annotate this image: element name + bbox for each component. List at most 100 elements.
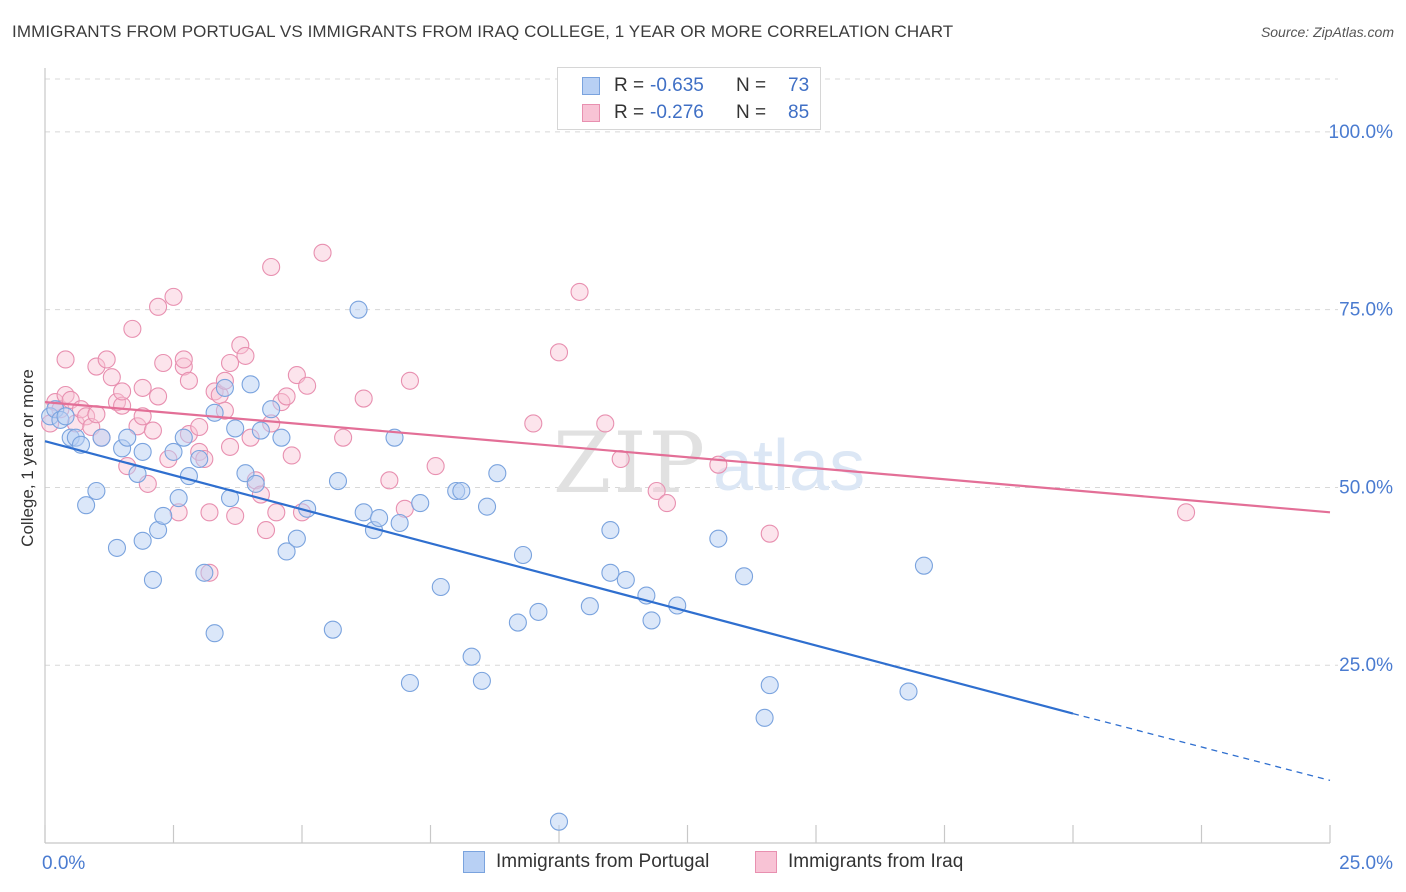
iraq-point	[334, 428, 353, 447]
portugal-point	[914, 556, 933, 575]
portugal-point	[262, 400, 281, 419]
iraq-legend-swatch	[755, 851, 777, 873]
portugal-point	[400, 673, 419, 693]
y-tick-label: 25.0%	[1339, 655, 1393, 676]
series-legend: Immigrants from Portugal Immigrants from…	[0, 851, 1406, 877]
portugal-point	[601, 521, 620, 540]
portugal-trend-line	[44, 440, 1074, 715]
portugal-point	[107, 538, 127, 557]
iraq-point	[596, 414, 615, 433]
portugal-point	[190, 449, 209, 469]
x-tick-label-max: 25.0%	[1339, 853, 1393, 874]
portugal-point	[462, 647, 481, 666]
iraq-point	[313, 243, 332, 262]
portugal-point	[246, 474, 265, 493]
iraq-trend-line	[44, 401, 1331, 514]
portugal-point	[529, 602, 548, 621]
portugal-point	[118, 428, 137, 447]
iraq-n-value: 85	[788, 102, 810, 123]
iraq-point	[277, 387, 296, 406]
iraq-point	[400, 371, 419, 390]
portugal-point	[205, 624, 224, 643]
portugal-point	[251, 421, 270, 440]
portugal-points	[41, 300, 933, 831]
watermark: ZIP atlas	[553, 414, 865, 512]
portugal-point	[133, 442, 152, 461]
portugal-trend-extension	[1072, 712, 1331, 782]
iraq-point	[56, 350, 75, 369]
portugal-point	[734, 567, 754, 586]
y-axis-label: College, 1 year or more	[18, 369, 37, 547]
iraq-swatch	[582, 104, 600, 122]
portugal-point	[549, 812, 569, 831]
iraq-point	[164, 287, 183, 306]
portugal-point	[390, 513, 409, 533]
portugal-point	[226, 419, 245, 438]
portugal-point	[143, 570, 162, 589]
iraq-point	[298, 376, 317, 395]
iraq-r-label: R =	[614, 102, 645, 123]
iraq-point	[549, 343, 569, 362]
portugal-point	[287, 529, 306, 548]
watermark-zip: ZIP	[553, 414, 707, 512]
portugal-point	[92, 428, 111, 447]
portugal-point	[272, 428, 291, 447]
iraq-point	[113, 382, 132, 401]
correlation-legend: R = -0.635 N = 73 R = -0.276 N = 85	[557, 67, 821, 130]
portugal-point	[174, 428, 193, 447]
portugal-point	[642, 611, 661, 630]
portugal-point	[77, 496, 96, 515]
portugal-point	[668, 596, 687, 615]
iraq-point	[354, 389, 373, 408]
iraq-point	[174, 350, 193, 369]
portugal-point	[370, 508, 389, 528]
portugal-point	[323, 620, 342, 639]
iraq-point	[190, 417, 209, 437]
axes	[44, 68, 1331, 844]
tick-labels: 25.0% 50.0% 75.0% 100.0% 0.0% 25.0%	[42, 122, 1393, 874]
iraq-point	[143, 421, 162, 440]
portugal-point	[709, 529, 728, 548]
iraq-point	[426, 457, 445, 476]
portugal-point	[513, 545, 533, 565]
portugal-point	[349, 300, 368, 319]
iraq-point	[226, 506, 245, 525]
iraq-n-label: N =	[736, 102, 767, 123]
y-tick-label: 100.0%	[1329, 122, 1394, 143]
x-tick-label-min: 0.0%	[42, 853, 85, 874]
portugal-point	[354, 503, 373, 522]
portugal-point	[205, 403, 224, 422]
iraq-point	[1177, 503, 1196, 522]
iraq-point	[149, 297, 168, 316]
iraq-point	[760, 524, 779, 543]
iraq-point	[220, 437, 240, 456]
portugal-r-value: -0.635	[650, 75, 704, 96]
iraq-point	[87, 405, 106, 424]
iraq-point	[262, 257, 281, 277]
iraq-point	[107, 393, 127, 412]
portugal-point	[411, 494, 430, 513]
legend-row-portugal: R = -0.635 N = 73	[582, 73, 809, 99]
portugal-point	[328, 471, 348, 491]
iraq-point	[87, 357, 106, 376]
iraq-point	[200, 503, 219, 522]
iraq-point	[102, 368, 121, 387]
iraq-point	[154, 353, 173, 373]
gridlines	[45, 78, 1338, 666]
portugal-r-label: R =	[614, 75, 645, 96]
source-credit: Source: ZipAtlas.com	[1260, 24, 1394, 40]
iraq-r-value: -0.276	[650, 102, 704, 123]
portugal-point	[760, 676, 779, 695]
iraq-point	[97, 350, 116, 369]
portugal-n-label: N =	[736, 75, 767, 96]
portugal-swatch	[582, 77, 600, 95]
portugal-point	[154, 506, 173, 525]
iraq-point	[133, 407, 152, 426]
iraq-legend-label: Immigrants from Iraq	[788, 851, 964, 872]
iraq-point	[256, 521, 276, 540]
iraq-point	[174, 357, 193, 376]
portugal-point	[87, 481, 106, 501]
portugal-legend-swatch	[463, 851, 485, 873]
portugal-point	[277, 542, 296, 561]
